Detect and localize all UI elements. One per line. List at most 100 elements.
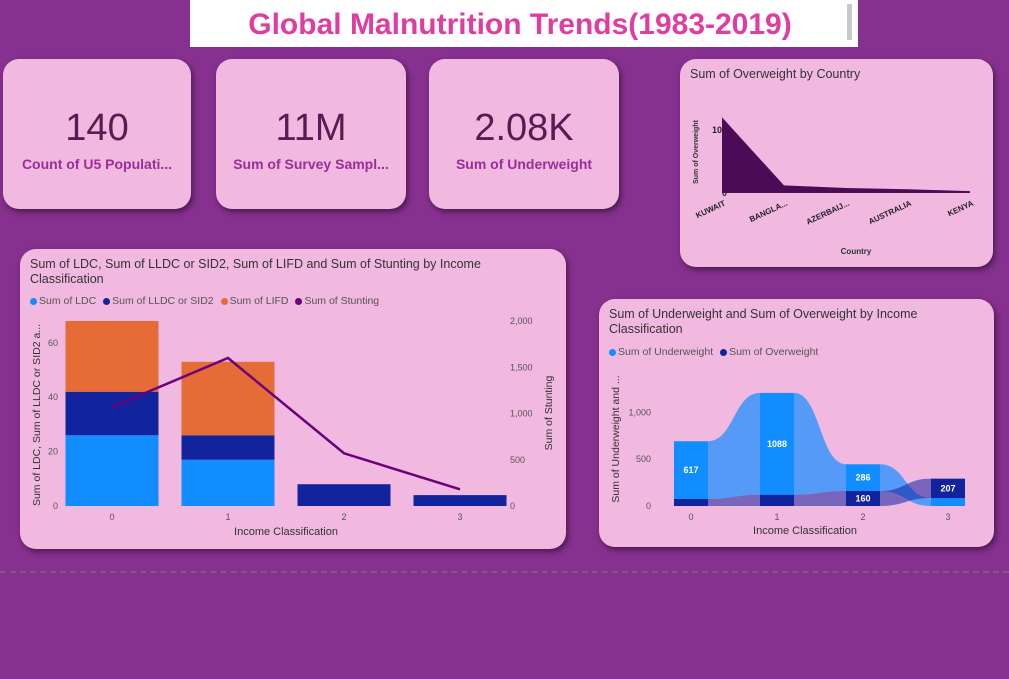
- legend-dot-icon: [30, 297, 37, 305]
- y-axis-title: Sum of Overweight: [693, 119, 700, 183]
- legend-dot-icon: [295, 297, 303, 305]
- x-axis-title: Income Classification: [234, 526, 338, 538]
- bar-segment: [181, 459, 275, 506]
- kpi-value: 140: [65, 107, 129, 149]
- title-scrollbar[interactable]: [847, 4, 852, 40]
- legend-label: Sum of LDC: [39, 295, 97, 307]
- legend-item-stunting[interactable]: Sum of Stunting: [295, 295, 379, 307]
- x-tick-label: 1: [225, 512, 230, 522]
- y2-tick-label: 2,000: [510, 316, 533, 326]
- stunting-line: [111, 356, 461, 491]
- y2-axis-title: Sum of Stunting: [543, 375, 555, 450]
- x-tick-label: 3: [457, 512, 462, 522]
- chart-legend: Sum of Underweight Sum of Overweight: [609, 346, 822, 358]
- bar-segment: [413, 495, 507, 506]
- underweight-column: [846, 464, 880, 492]
- y2-tick-label: 1,500: [510, 362, 533, 372]
- x-tick-label: AZERBAIJ...: [805, 199, 851, 227]
- x-tick-label: 1: [774, 512, 779, 522]
- y-tick-label: 1,000: [628, 407, 651, 417]
- y-tick-label: 100: [712, 125, 727, 135]
- y-tick-label: 0: [646, 501, 651, 511]
- legend-item-underweight[interactable]: Sum of Underweight: [609, 346, 713, 358]
- overweight-by-country-card[interactable]: Sum of Overweight by Country 0100KUWAITB…: [680, 59, 993, 267]
- kpi-card-survey-sample[interactable]: 11M Sum of Survey Sampl...: [216, 59, 406, 209]
- data-label: 1088: [767, 439, 787, 449]
- x-tick-label: AUSTRALIA: [867, 199, 913, 227]
- x-tick-label: 0: [109, 512, 114, 522]
- bar-segment: [65, 321, 159, 392]
- x-tick-label: 0: [688, 512, 693, 522]
- y2-tick-label: 0: [510, 501, 515, 511]
- kpi-card-u5-population[interactable]: 140 Count of U5 Populati...: [3, 59, 191, 209]
- kpi-value: 11M: [275, 107, 347, 149]
- overweight-column: [674, 498, 708, 506]
- x-axis-title: Income Classification: [753, 525, 857, 537]
- legend-label: Sum of LLDC or SID2: [112, 295, 214, 307]
- x-tick-label: 2: [860, 512, 865, 522]
- kpi-label: Sum of Underweight: [455, 156, 593, 172]
- overweight-column: [846, 491, 880, 506]
- x-tick-label: KUWAIT: [694, 199, 727, 221]
- legend-item-lifd[interactable]: Sum of LIFD: [220, 295, 289, 307]
- chart-legend: Sum of LDC Sum of LLDC or SID2 Sum of LI…: [30, 295, 383, 307]
- overweight-area-chart: 0100KUWAITBANGLA...AZERBAIJ...AUSTRALIAK…: [693, 117, 975, 256]
- title-bar: Global Malnutrition Trends(1983-2019): [190, 0, 858, 47]
- legend-item-lldc[interactable]: Sum of LLDC or SID2: [103, 295, 214, 307]
- y-axis-title: Sum of LDC, Sum of LLDC or SID2 a...: [31, 324, 43, 506]
- legend-item-ldc[interactable]: Sum of LDC: [30, 295, 96, 307]
- overweight-column: [760, 494, 794, 506]
- page-title: Global Malnutrition Trends(1983-2019): [248, 8, 792, 41]
- bar-segment: [65, 435, 159, 506]
- overweight-ribbon: [794, 491, 846, 506]
- kpi-card-underweight[interactable]: 2.08K Sum of Underweight: [429, 59, 619, 209]
- legend-dot-icon: [609, 348, 616, 356]
- chart-title: Sum of Underweight and Sum of Overweight…: [609, 307, 918, 336]
- x-tick-label: KENYA: [946, 199, 975, 219]
- overweight-area: [722, 117, 970, 193]
- y2-tick-label: 1,000: [510, 409, 533, 419]
- data-label: 617: [683, 465, 698, 475]
- y2-tick-label: 500: [510, 455, 525, 465]
- bar-segment: [181, 361, 275, 436]
- kpi-value: 2.08K: [474, 107, 574, 149]
- legend-label: Sum of Overweight: [729, 346, 819, 358]
- y-tick-label: 20: [48, 447, 58, 457]
- y-axis-title: Sum of Underweight and ...: [610, 375, 622, 502]
- data-label: 160: [855, 494, 870, 504]
- data-label: 207: [940, 483, 955, 493]
- underweight-ribbon: [794, 392, 846, 495]
- ribbon-chart: 0 500 1,000 0 1 2 3 617 1088 286 160 207 Income Clas…: [610, 375, 965, 537]
- legend-dot-icon: [720, 348, 728, 356]
- overweight-ribbon: [708, 494, 760, 506]
- divider: [0, 571, 1009, 573]
- x-tick-label: 3: [945, 512, 950, 522]
- y-tick-label: 500: [636, 454, 651, 464]
- underweight-column: [931, 498, 965, 506]
- legend-item-overweight[interactable]: Sum of Overweight: [720, 346, 818, 358]
- underweight-ribbon: [708, 392, 760, 499]
- y-tick-label: 0: [53, 501, 58, 511]
- x-tick-label: 2: [341, 512, 346, 522]
- legend-label: Sum of Underweight: [618, 346, 714, 358]
- legend-label: Sum of LIFD: [229, 295, 289, 307]
- y-tick-label: 40: [48, 392, 58, 402]
- kpi-label: Sum of Survey Sampl...: [233, 156, 389, 172]
- data-label: 286: [855, 473, 870, 483]
- legend-label: Sum of Stunting: [304, 295, 380, 307]
- kpi-label: Count of U5 Populati...: [21, 156, 173, 172]
- underweight-overweight-card[interactable]: Sum of Underweight and Sum of Overweight…: [599, 299, 994, 547]
- legend-dot-icon: [220, 297, 228, 305]
- x-axis-title: Country: [841, 247, 872, 256]
- x-tick-label: BANGLA...: [748, 199, 789, 224]
- chart-title: Sum of Overweight by Country: [690, 67, 861, 81]
- underweight-column: [674, 441, 708, 499]
- underweight-column: [760, 392, 794, 495]
- legend-dot-icon: [103, 297, 111, 305]
- y-tick-label: 60: [48, 338, 58, 348]
- bar-segment: [181, 435, 275, 460]
- overweight-column: [931, 478, 965, 499]
- chart-title: Sum of LDC, Sum of LLDC or SID2, Sum of …: [30, 257, 481, 286]
- overweight-ribbon: [880, 478, 931, 506]
- stunting-by-income-card[interactable]: Sum of LDC, Sum of LLDC or SID2, Sum of …: [20, 249, 566, 549]
